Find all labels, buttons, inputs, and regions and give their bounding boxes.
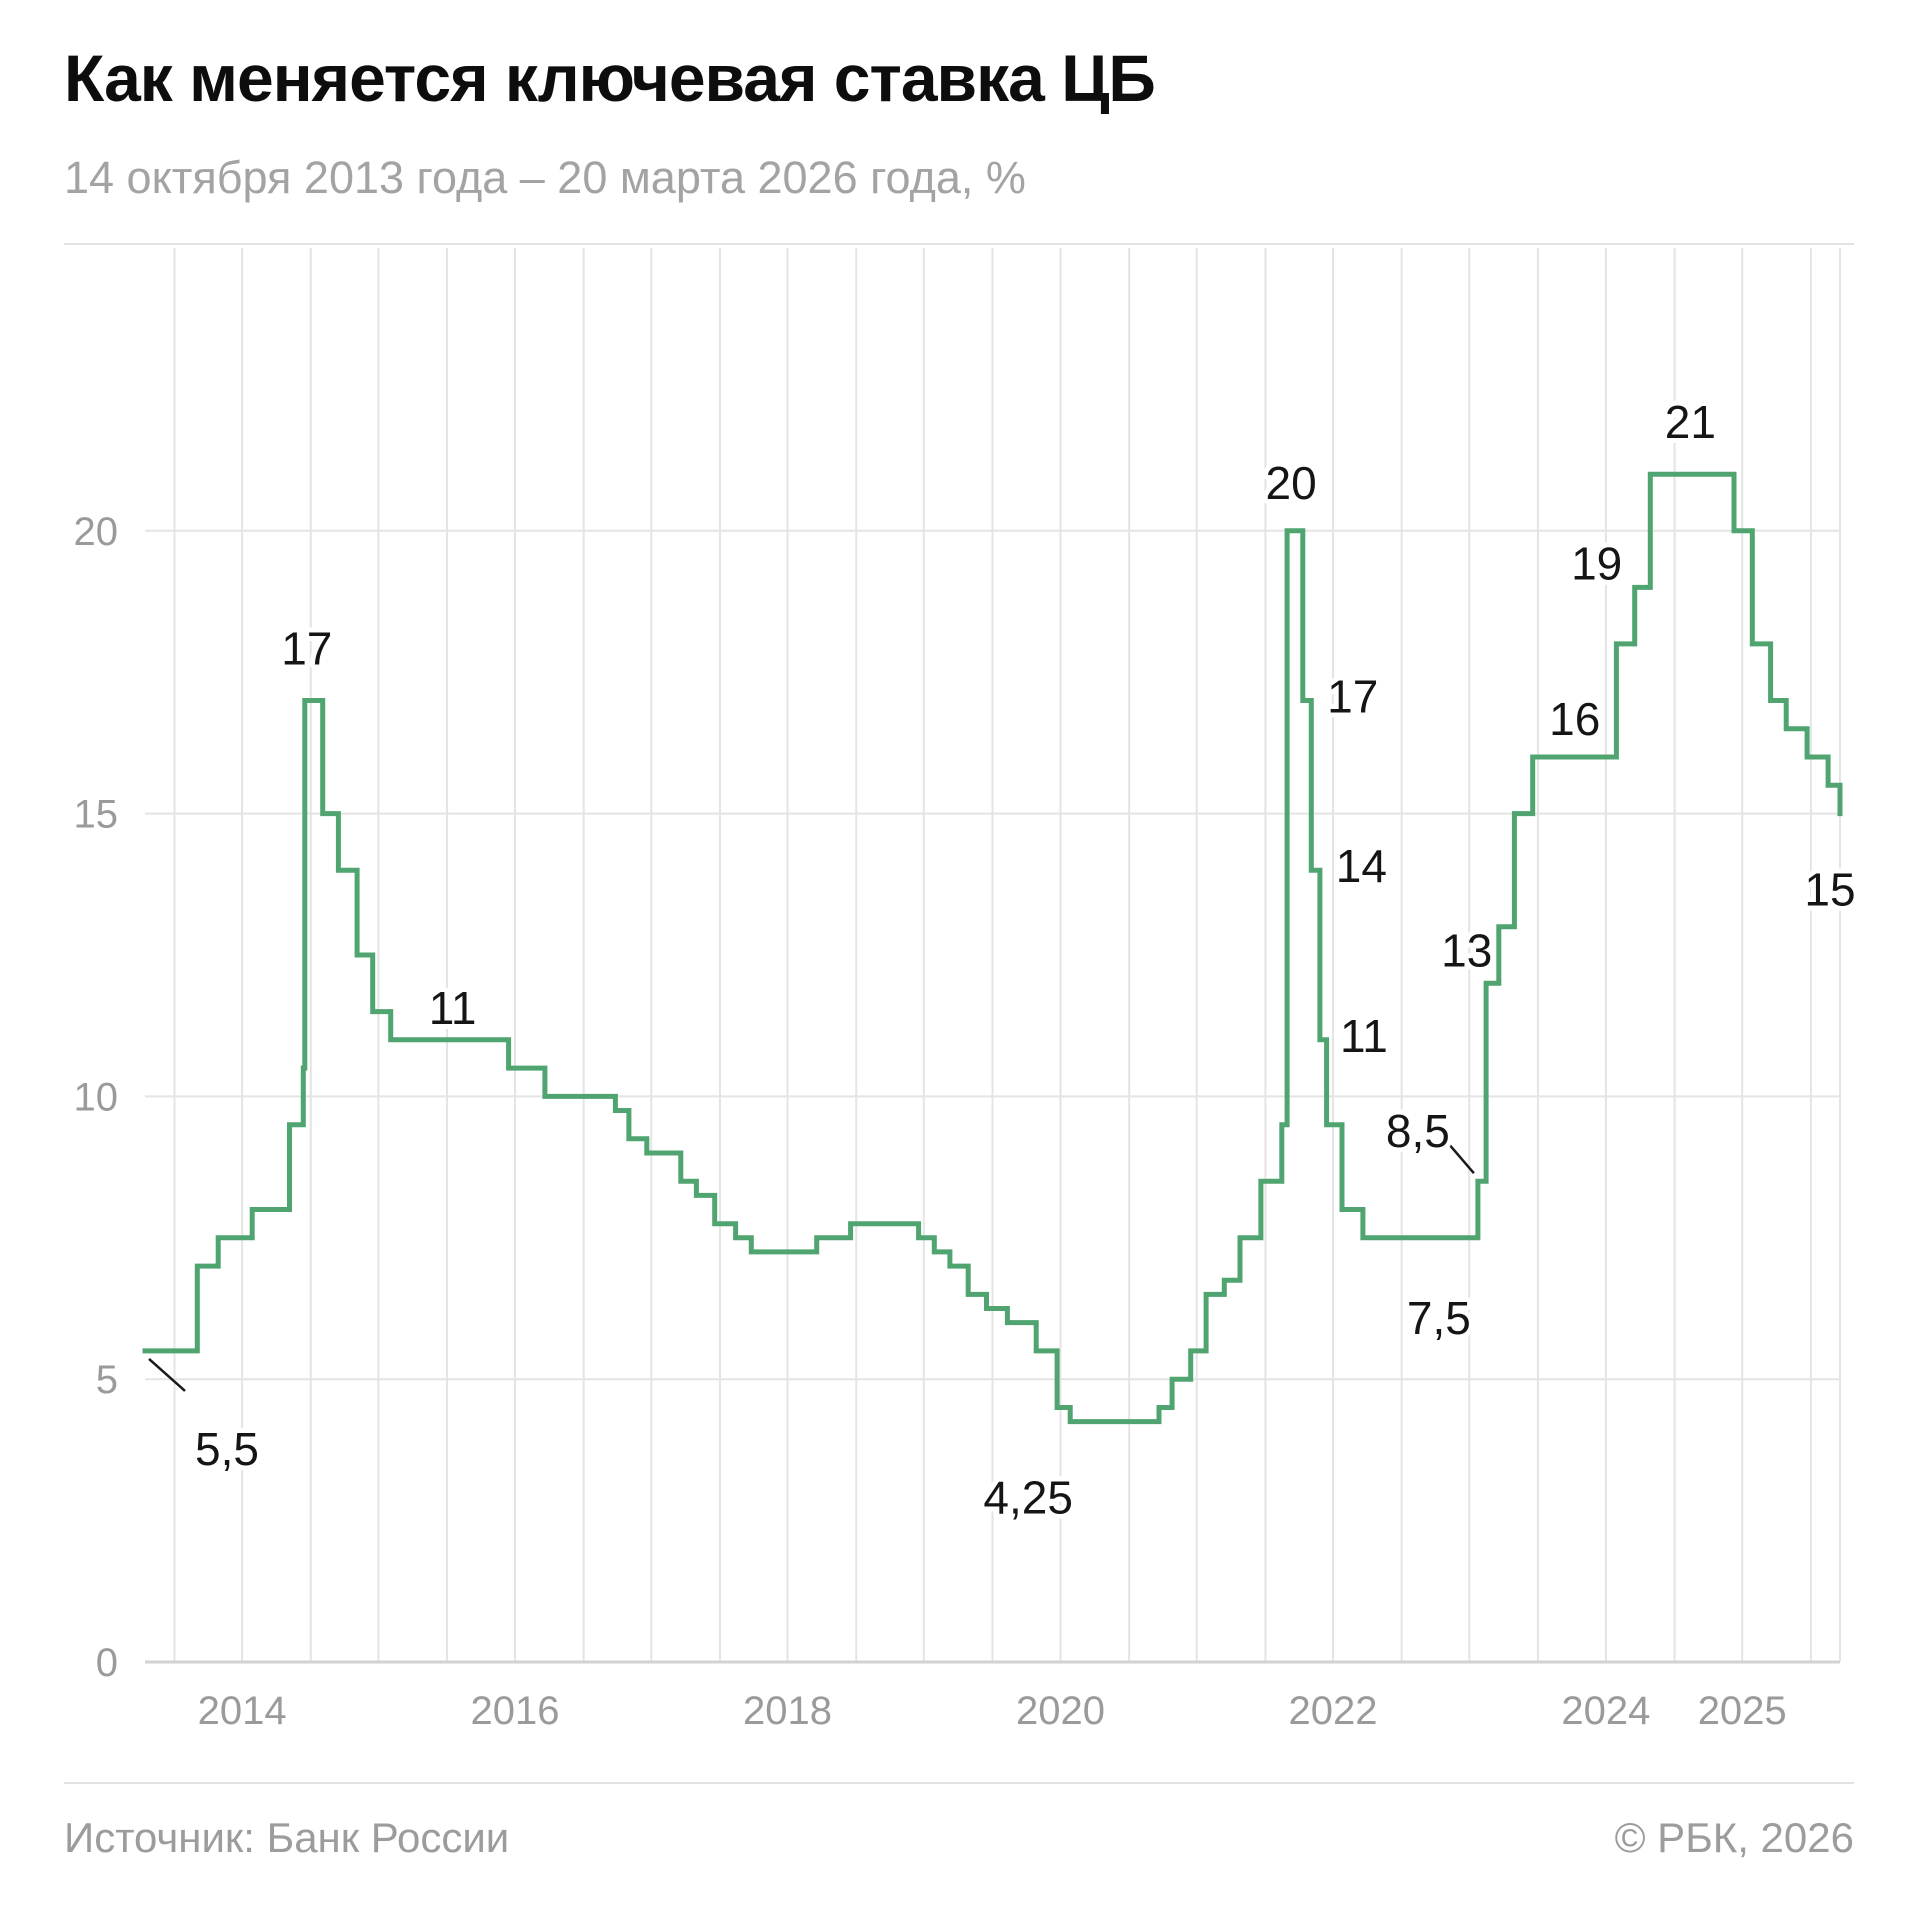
x-tick-label: 2016 bbox=[470, 1689, 559, 1733]
data-label: 5,5 bbox=[195, 1423, 259, 1475]
data-label: 19 bbox=[1571, 537, 1622, 589]
grid bbox=[145, 248, 1841, 1664]
y-tick-label: 20 bbox=[74, 510, 119, 554]
data-label: 17 bbox=[1327, 670, 1378, 722]
y-tick-label: 10 bbox=[74, 1075, 119, 1119]
data-label: 14 bbox=[1336, 840, 1387, 892]
rate-step-line bbox=[142, 471, 1843, 1425]
source-note: Источник: Банк России bbox=[64, 1814, 510, 1861]
y-tick-label: 15 bbox=[74, 793, 119, 837]
chart-title: Как меняется ключевая ставка ЦБ bbox=[64, 41, 1156, 115]
y-tick-label: 0 bbox=[96, 1641, 118, 1685]
data-label: 7,5 bbox=[1407, 1292, 1471, 1344]
data-labels: 5,5 17 11 4,25 20 17 14 11 7,5 8,5 13 16 19 21 15 bbox=[148, 391, 1861, 1529]
bottom-divider bbox=[64, 1782, 1854, 1784]
data-label: 4,25 bbox=[983, 1472, 1073, 1524]
chart-subtitle: 14 октября 2013 года – 20 марта 2026 год… bbox=[64, 152, 1026, 203]
data-label: 21 bbox=[1665, 396, 1716, 448]
x-tick-label: 2018 bbox=[743, 1689, 832, 1733]
data-label: 11 bbox=[429, 982, 477, 1034]
data-label: 17 bbox=[281, 622, 332, 674]
data-label: 11 bbox=[1340, 1010, 1388, 1062]
x-tick-label: 2022 bbox=[1289, 1689, 1378, 1733]
data-label: 13 bbox=[1441, 925, 1492, 977]
copyright-note: © РБК, 2026 bbox=[1614, 1814, 1854, 1861]
top-divider bbox=[64, 243, 1854, 245]
data-label-leader bbox=[1448, 1144, 1475, 1175]
data-label: 8,5 bbox=[1386, 1105, 1450, 1157]
x-tick-label: 2020 bbox=[1016, 1689, 1105, 1733]
axis-ticks: 0 5 10 15 20 2014 2016 2018 2020 2022 2024 2025 bbox=[74, 510, 1787, 1733]
x-tick-label: 2024 bbox=[1561, 1689, 1650, 1733]
data-label: 20 bbox=[1265, 457, 1316, 509]
series-layer bbox=[142, 471, 1843, 1425]
data-label-leader bbox=[148, 1357, 186, 1392]
x-tick-label: 2014 bbox=[198, 1689, 287, 1733]
y-tick-label: 5 bbox=[96, 1358, 118, 1402]
data-label: 15 bbox=[1804, 864, 1855, 916]
data-label: 16 bbox=[1549, 693, 1600, 745]
x-tick-label: 2025 bbox=[1698, 1689, 1787, 1733]
